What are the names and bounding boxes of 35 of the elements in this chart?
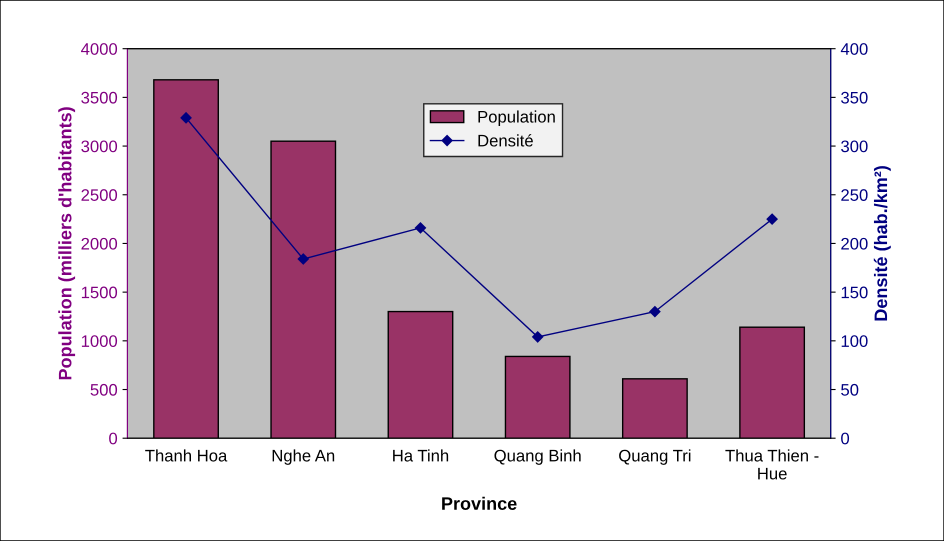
- point: [532, 331, 544, 343]
- x-tick-label: Thanh Hoa: [145, 449, 228, 462]
- y-tick-label: 2500: [81, 189, 118, 201]
- y-tick-label: 1500: [82, 286, 118, 298]
- y2-tick-label: 350: [841, 92, 868, 104]
- x-tick-label: Nghe An: [272, 449, 334, 465]
- point: [414, 222, 426, 234]
- y-tick-label: 2000: [81, 238, 118, 250]
- y-tick-label: 500: [90, 384, 118, 396]
- legend-label: Densité: [478, 134, 533, 147]
- y2-tick-label: 150: [842, 286, 868, 298]
- x-tick-label: Quang Binh: [494, 449, 581, 465]
- y2-tick-label: 300: [841, 140, 868, 152]
- point: [298, 253, 309, 265]
- y2-tick-label: 400: [840, 43, 868, 55]
- x-tick-label: Ha Tinh: [393, 449, 448, 462]
- y2-axis-title: Densité (hab./km²): [874, 166, 891, 320]
- y-tick-label: 3500: [81, 92, 118, 104]
- y-tick-label: 1000: [82, 335, 118, 348]
- y2-tick-label: 250: [841, 189, 868, 201]
- point: [649, 306, 661, 318]
- x-tick-label: Thua Thien - Hue: [725, 449, 818, 480]
- y2-tick-label: 100: [842, 335, 868, 348]
- y-tick-label: 4000: [81, 43, 118, 55]
- y-tick-label: 3000: [81, 140, 118, 152]
- y-axis-title: Population (milliers d'habitants): [58, 107, 76, 380]
- x-axis-title: Province: [442, 496, 517, 510]
- y2-tick-label: 200: [841, 238, 868, 250]
- x-tick-label: Quang Tri: [619, 449, 690, 465]
- y2-tick-label: 0: [841, 432, 850, 444]
- point: [180, 112, 192, 124]
- point: [766, 214, 778, 225]
- y2-tick-label: 50: [841, 384, 858, 396]
- y-tick-label: 0: [109, 432, 118, 444]
- legend-label: Population: [478, 110, 555, 126]
